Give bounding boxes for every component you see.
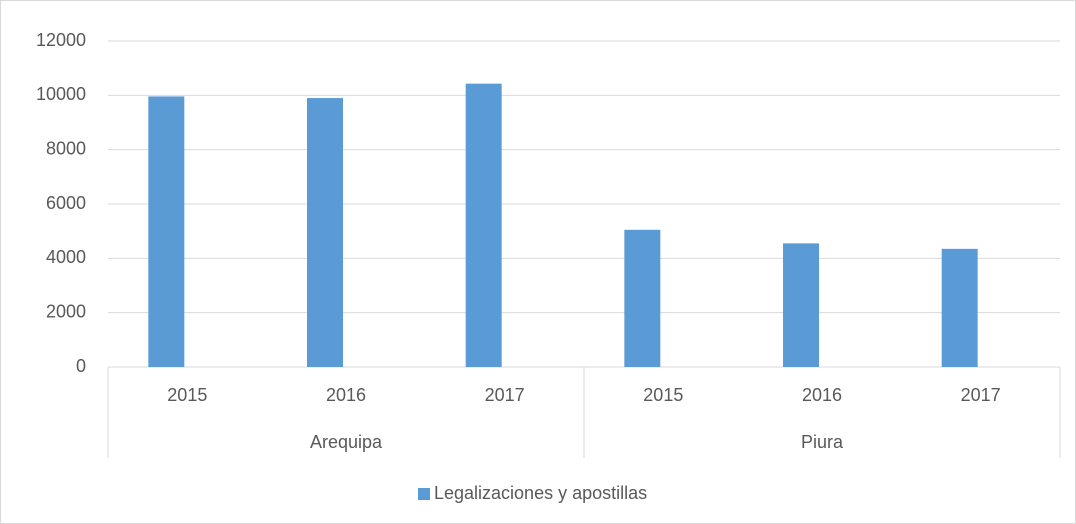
group-label: Piura — [801, 432, 844, 452]
x-tick-label: 2017 — [961, 385, 1001, 405]
legend-label: Legalizaciones y apostillas — [434, 483, 647, 503]
group-label: Arequipa — [310, 432, 383, 452]
y-tick-label: 4000 — [46, 247, 86, 267]
legend-swatch — [418, 488, 430, 500]
y-tick-label: 2000 — [46, 301, 86, 321]
y-tick-label: 10000 — [36, 84, 86, 104]
bar — [465, 83, 502, 367]
bar — [783, 243, 819, 367]
bar — [307, 98, 343, 368]
x-tick-label: 2016 — [802, 385, 842, 405]
x-tick-label: 2015 — [643, 385, 683, 405]
y-tick-label: 12000 — [36, 30, 86, 50]
y-tick-label: 8000 — [46, 138, 86, 158]
y-tick-label: 6000 — [46, 193, 86, 213]
bar — [941, 248, 978, 367]
bar — [624, 229, 661, 367]
bar — [148, 96, 185, 368]
y-tick-label: 0 — [76, 356, 86, 376]
x-tick-label: 2017 — [485, 385, 525, 405]
x-tick-label: 2015 — [167, 385, 207, 405]
x-tick-label: 2016 — [326, 385, 366, 405]
